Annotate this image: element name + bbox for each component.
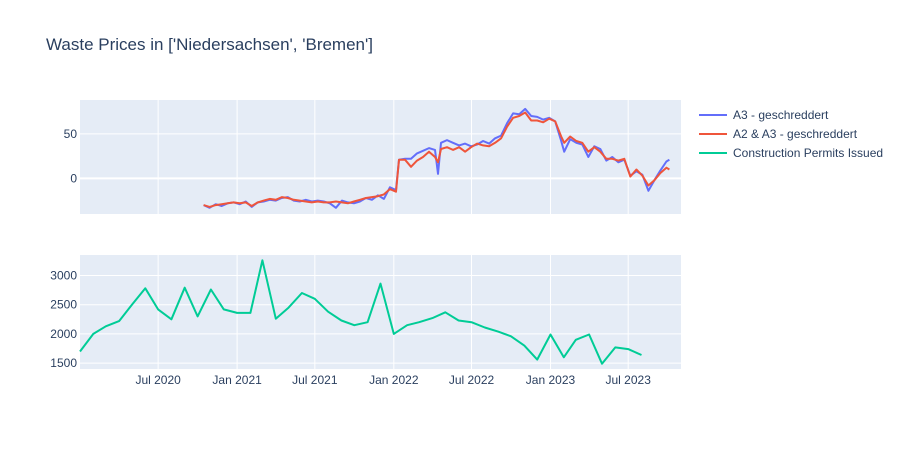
y-tick-label: 2500 bbox=[50, 298, 77, 312]
legend-label: Construction Permits Issued bbox=[733, 146, 883, 160]
y-tick-label: 1500 bbox=[50, 356, 77, 370]
subplot-1: 0 50 bbox=[64, 100, 681, 214]
legend[interactable]: A3 - geschreddert A2 & A3 - geschreddert C… bbox=[699, 108, 883, 160]
x-tick-label: Jan 2023 bbox=[526, 373, 576, 387]
x-axis: Jul 2020 Jan 2021 Jul 2021 Jan 2022 Jul 2022… bbox=[135, 373, 651, 387]
legend-item[interactable]: A2 & A3 - geschreddert bbox=[699, 127, 858, 141]
legend-label: A3 - geschreddert bbox=[733, 108, 829, 122]
x-tick-label: Jul 2023 bbox=[606, 373, 652, 387]
x-tick-label: Jan 2021 bbox=[212, 373, 262, 387]
y-tick-label: 2000 bbox=[50, 327, 77, 341]
x-tick-label: Jul 2020 bbox=[135, 373, 181, 387]
y-tick-label: 0 bbox=[70, 171, 77, 185]
legend-label: A2 & A3 - geschreddert bbox=[733, 127, 858, 141]
legend-item[interactable]: A3 - geschreddert bbox=[699, 108, 829, 122]
x-tick-label: Jul 2021 bbox=[292, 373, 338, 387]
subplot-2: 1500 2000 2500 3000 bbox=[50, 255, 681, 370]
series-line[interactable] bbox=[79, 259, 642, 365]
x-tick-label: Jul 2022 bbox=[449, 373, 495, 387]
plot-background bbox=[80, 255, 681, 369]
series-line[interactable] bbox=[203, 111, 670, 208]
y-tick-label: 50 bbox=[64, 127, 78, 141]
y-tick-label: 3000 bbox=[50, 268, 77, 282]
chart-title: Waste Prices in ['Niedersachsen', 'Breme… bbox=[46, 35, 373, 54]
x-tick-label: Jan 2022 bbox=[369, 373, 419, 387]
legend-item[interactable]: Construction Permits Issued bbox=[699, 146, 883, 160]
